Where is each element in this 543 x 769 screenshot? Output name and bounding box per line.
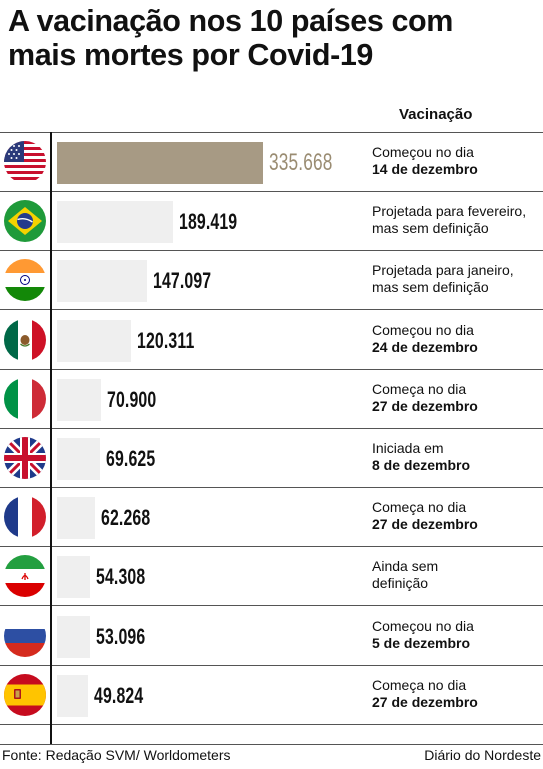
country-row: 120.311 Começou no dia 24 de dezembro [0,311,543,370]
death-count-bar [57,615,90,658]
death-count-bar [57,319,131,362]
footer-divider [0,744,543,745]
death-count-bar [57,674,88,717]
vaccination-status-line-1: Começou no dia [372,617,474,634]
vaccination-status: Começa no dia 27 de dezembro [372,381,543,415]
vaccination-status: Projetada para janeiro, mas sem definição [372,262,543,296]
country-row: 147.097 Projetada para janeiro, mas sem de… [0,251,543,311]
uk-flag-icon [4,437,46,479]
table-top-divider [0,132,543,133]
death-count-label: 120.311 [137,327,195,353]
row-divider [0,664,543,666]
vaccination-status: Começou no dia 24 de dezembro [372,322,543,356]
vaccination-status: Iniciada em 8 de dezembro [372,440,543,474]
vaccination-status-line-2: mas sem definição [372,220,489,237]
death-count-label: 62.268 [101,505,151,531]
death-count-label: 70.900 [107,386,157,412]
death-count-label: 335.668 [269,149,333,176]
vaccination-status-line-1: Começa no dia [372,676,467,693]
italy-flag-icon [4,377,46,420]
usa-flag-icon [4,141,46,183]
vaccination-status-line-2: 5 de dezembro [372,634,471,651]
bar-axis-line [50,132,52,745]
death-count-bar [57,438,100,480]
country-row: 53.096 Começou no dia 5 de dezembro [0,607,543,666]
vaccination-status-line-2: 24 de dezembro [372,338,478,355]
vaccination-status-line-2: 14 de dezembro [372,161,478,177]
vaccination-status: Começa no dia 27 de dezembro [372,677,543,711]
country-row: 49.824 Começa no dia 27 de dezembro [0,666,543,725]
death-count-label: 49.824 [94,682,144,708]
vaccination-status-line-1: Iniciada em [372,440,444,456]
death-count-bar [57,497,95,540]
vaccination-status-line-1: Começa no dia [372,499,467,516]
vaccination-status-line-1: Projetada para fevereiro, [372,203,527,220]
russia-flag-icon [4,614,46,657]
country-row: 69.625 Iniciada em 8 de dezembro [0,429,543,488]
chart-title-line-2: mais mortes por Covid-19 [8,38,373,72]
vaccination-status: Começa no dia 27 de dezembro [372,499,543,533]
death-count-bar [57,201,173,244]
vaccination-status-line-2: mas sem definição [372,279,489,296]
vaccination-status-line-2: 27 de dezembro [372,516,478,533]
brazil-flag-icon [4,200,46,243]
death-count-bar [57,142,263,184]
vaccination-status-line-1: Ainda sem [372,558,439,575]
spain-flag-icon [4,673,46,716]
vaccination-status-line-1: Projetada para janeiro, [372,262,514,279]
row-divider [0,309,543,311]
death-count-label: 54.308 [96,564,146,590]
death-count-label: 189.419 [179,209,238,235]
vaccination-status-line-1: Começou no dia [372,321,474,338]
death-count-label: 53.096 [96,623,146,649]
row-divider [0,368,543,370]
row-divider [0,250,543,252]
vaccination-status: Projetada para fevereiro, mas sem definiç… [372,203,543,237]
vaccination-status-line-1: Começou no dia [372,144,474,160]
publisher-credit: Diário do Nordeste [424,747,541,763]
vaccination-status: Ainda sem definição [372,558,543,592]
row-divider [0,546,543,548]
death-count-bar [57,260,147,303]
country-row: 189.419 Projetada para fevereiro, mas sem … [0,192,543,252]
vaccination-status-line-1: Começa no dia [372,380,467,397]
mexico-flag-icon [4,318,46,361]
country-row: 54.308 Ainda sem definição [0,547,543,607]
france-flag-icon [4,496,46,539]
row-divider [0,191,543,192]
death-count-label: 147.097 [153,268,212,294]
country-row: 62.268 Começa no dia 27 de dezembro [0,488,543,548]
row-divider [0,723,543,725]
vaccination-status: Começou no dia 14 de dezembro [372,144,543,178]
chart-title-line-1: A vacinação nos 10 países com [8,4,453,38]
death-count-bar [57,378,101,421]
vaccination-status-line-2: definição [372,575,429,592]
source-note: Fonte: Redação SVM/ Worldometers [2,747,231,763]
vaccination-status-line-2: 8 de dezembro [372,457,471,473]
vaccination-column-header: Vacinação [399,106,473,123]
row-divider [0,427,543,429]
row-divider [0,487,543,488]
chart-title: A vacinação nos 10 países com mais morte… [8,4,538,72]
country-row: 335.668 Começou no dia 14 de dezembro [0,133,543,192]
country-row: 70.900 Começa no dia 27 de dezembro [0,370,543,429]
death-count-bar [57,556,90,599]
vaccination-status-line-2: 27 de dezembro [372,693,478,710]
death-count-label: 69.625 [106,446,156,471]
india-flag-icon [4,259,46,302]
vaccination-status-line-2: 27 de dezembro [372,397,478,414]
vaccination-status: Começou no dia 5 de dezembro [372,618,543,652]
iran-flag-icon [4,555,46,598]
row-divider [0,605,543,607]
